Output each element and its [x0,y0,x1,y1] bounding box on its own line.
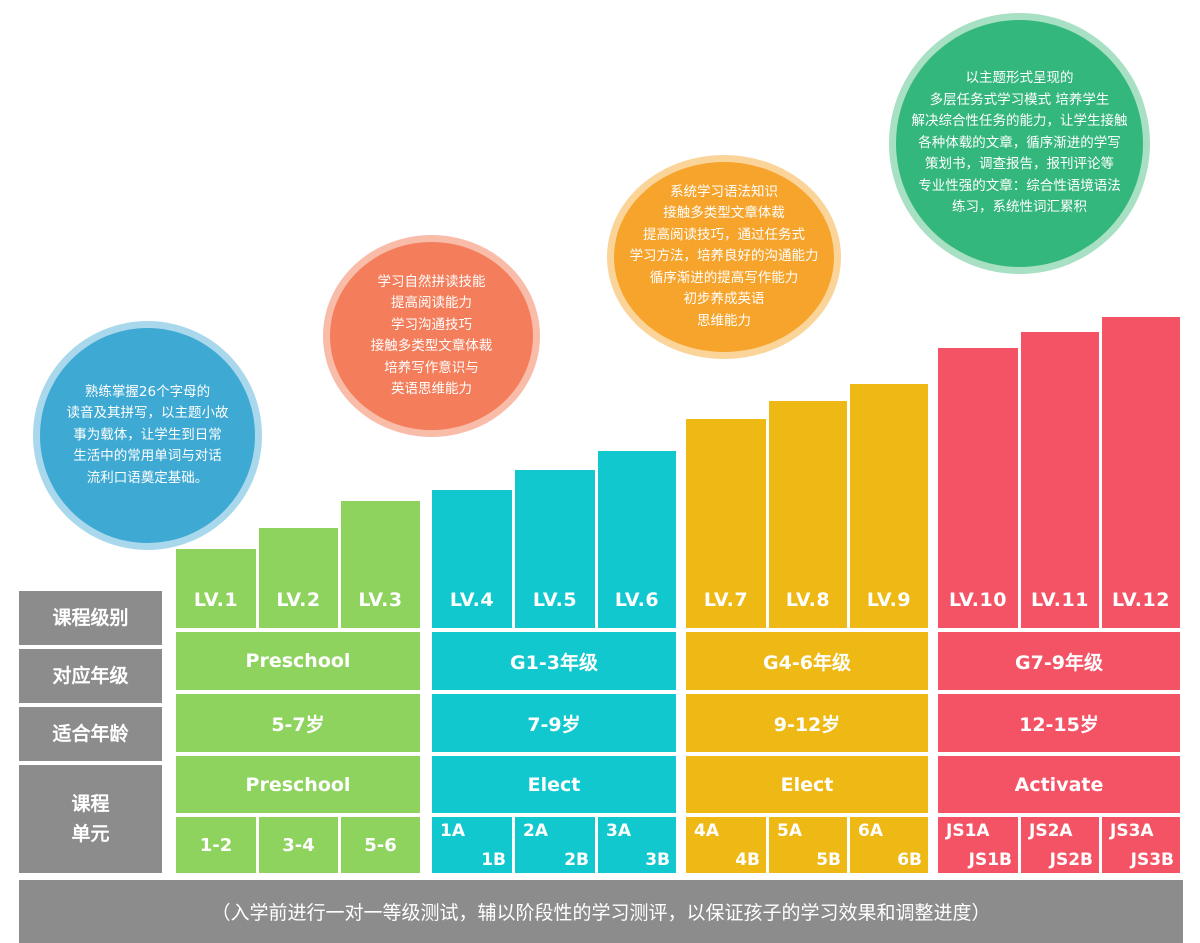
g7-9-age-label: 12-15岁 [1019,713,1099,736]
header-grade: 对应年级 [19,649,162,703]
g7-9-course-label: Activate [1014,773,1104,796]
preschool-age-cell: 5-7岁 [176,694,420,752]
g1-3-age-cell: 7-9岁 [432,694,676,752]
unit-cell: 5A 5B [769,817,847,873]
g4-6-course-label: Elect [780,773,834,796]
unit-label-b: 6B [897,850,922,870]
circle-g4-6: 系统学习语法知识 接触多类型文章体裁 提高阅读技巧，通过任务式 学习方法，培养良… [614,162,834,352]
level-bar: LV.12 [1102,317,1180,628]
unit-cell: 1A 1B [432,817,512,873]
circle-g1-3-text: 学习自然拼读技能 提高阅读能力 学习沟通技巧 接触多类型文章体裁 培养写作意识与… [370,273,493,398]
circle-preschool: 熟练掌握26个字母的 读音及其拼写，以主题小故 事为载体，让学生到日常 生活中的… [40,328,255,543]
unit-label: 1-2 [199,834,233,856]
circle-g1-3: 学习自然拼读技能 提高阅读能力 学习沟通技巧 接触多类型文章体裁 培养写作意识与… [330,242,533,430]
unit-cell: 4A 4B [686,817,766,873]
unit-cell: JS2A JS2B [1021,817,1099,873]
unit-cell: 2A 2B [515,817,595,873]
level-bar: LV.3 [341,501,420,628]
unit-label-a: JS1A [946,821,990,841]
unit-cell: 6A 6B [850,817,928,873]
level-bar: LV.7 [686,419,766,628]
g4-6-grade-cell: G4-6年级 [686,632,928,690]
unit-label-a: 3A [606,821,631,841]
level-label: LV.7 [703,589,749,611]
unit-cell: 5-6 [341,817,420,873]
unit-label-a: JS2A [1029,821,1073,841]
g1-3-grade-cell: G1-3年级 [432,632,676,690]
circle-g7-9: 以主题形式呈现的 多层任务式学习模式 培养学生 解决综合性任务的能力，让学生接触… [896,20,1143,267]
unit-label-b: 5B [816,850,841,870]
level-bar: LV.10 [938,348,1018,628]
preschool-grade-label: Preschool [245,650,351,672]
level-bar: LV.8 [769,401,847,628]
unit-cell: JS3A JS3B [1102,817,1180,873]
level-label: LV.2 [276,589,321,611]
circle-g4-6-text: 系统学习语法知识 接触多类型文章体裁 提高阅读技巧，通过任务式 学习方法，培养良… [629,183,819,329]
level-label: LV.11 [1031,589,1089,611]
g1-3-age-label: 7-9岁 [527,713,581,736]
level-bar: LV.2 [259,528,338,628]
level-bar: LV.5 [515,470,595,628]
unit-cell: 3A 3B [598,817,676,873]
footer-note: （入学前进行一对一等级测试，辅以阶段性的学习测评，以保证孩子的学习效果和调整进度… [19,880,1183,943]
level-bar: LV.6 [598,451,676,628]
level-label: LV.5 [532,589,578,611]
level-bar: LV.1 [176,549,256,628]
g7-9-grade-cell: G7-9年级 [938,632,1180,690]
level-label: LV.4 [449,589,495,611]
circle-preschool-text: 熟练掌握26个字母的 读音及其拼写，以主题小故 事为载体，让学生到日常 生活中的… [66,383,229,486]
unit-cell: 1-2 [176,817,256,873]
header-course-level: 课程级别 [19,591,162,645]
level-label: LV.1 [193,589,239,611]
unit-label-a: 2A [523,821,548,841]
g1-3-course-cell: Elect [432,756,676,813]
unit-label-a: 6A [858,821,883,841]
unit-label-b: JS3B [1130,850,1174,870]
level-label: LV.8 [785,589,831,611]
level-label: LV.9 [866,589,912,611]
header-course-unit: 课程 单元 [19,765,162,873]
unit-label-b: 2B [564,850,589,870]
preschool-grade-cell: Preschool [176,632,420,690]
g4-6-age-label: 9-12岁 [773,713,841,736]
g4-6-course-cell: Elect [686,756,928,813]
level-label: LV.12 [1112,589,1170,611]
unit-label-a: 5A [777,821,802,841]
unit-label-b: 4B [735,850,760,870]
unit-label-b: 1B [481,850,506,870]
preschool-course-cell: Preschool [176,756,420,813]
unit-label-a: 1A [440,821,465,841]
unit-label-b: JS2B [1049,850,1093,870]
unit-cell: 3-4 [259,817,338,873]
level-bar: LV.4 [432,490,512,628]
unit-cell: JS1A JS1B [938,817,1018,873]
g1-3-course-label: Elect [527,773,581,796]
circle-g7-9-text: 以主题形式呈现的 多层任务式学习模式 培养学生 解决综合性任务的能力，让学生接触… [911,70,1128,216]
level-bar: LV.11 [1021,332,1099,628]
level-label: LV.3 [358,589,403,611]
unit-label-b: JS1B [968,850,1012,870]
g4-6-grade-label: G4-6年级 [763,651,851,674]
level-bar: LV.9 [850,384,928,628]
g7-9-age-cell: 12-15岁 [938,694,1180,752]
g4-6-age-cell: 9-12岁 [686,694,928,752]
g7-9-grade-label: G7-9年级 [1015,651,1103,674]
g7-9-course-cell: Activate [938,756,1180,813]
unit-label: 3-4 [282,834,315,856]
unit-label-a: 4A [694,821,719,841]
unit-label-a: JS3A [1110,821,1154,841]
level-label: LV.10 [949,589,1007,611]
preschool-age-label: 5-7岁 [271,713,325,736]
unit-label-b: 3B [645,850,670,870]
preschool-course-label: Preschool [245,773,351,796]
level-label: LV.6 [614,589,660,611]
g1-3-grade-label: G1-3年级 [510,651,598,674]
header-age: 适合年龄 [19,707,162,761]
unit-label: 5-6 [364,834,397,856]
